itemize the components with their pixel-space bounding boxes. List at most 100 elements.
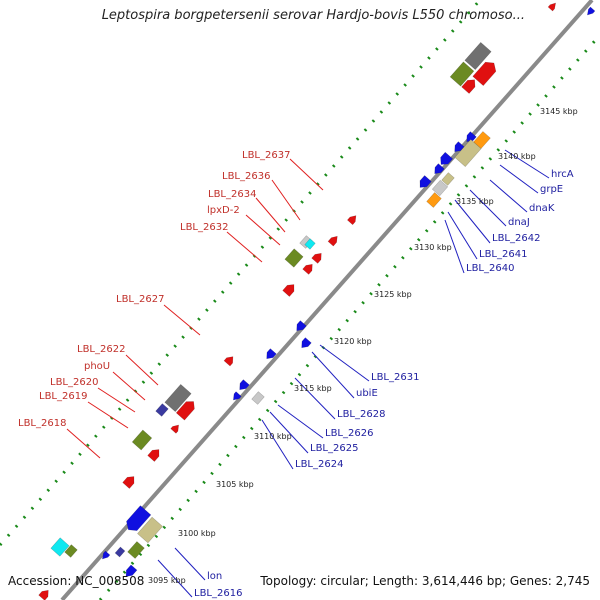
cyan-block-b <box>304 238 316 250</box>
scale-label-3095: 3095 kbp <box>148 576 186 585</box>
forward-gene-12 <box>38 589 49 600</box>
gene-label-lbl-2618: LBL_2618 <box>18 418 66 429</box>
gene-label-lbl-2641: LBL_2641 <box>479 249 527 260</box>
red-leader-line-1 <box>271 179 301 221</box>
scale-label-3135: 3135 kbp <box>456 197 494 206</box>
olive-block-a <box>131 429 153 451</box>
gene-label-phou: phoU <box>84 361 110 372</box>
forward-gene-14 <box>461 79 476 94</box>
forward-gene-1 <box>327 235 338 247</box>
topology-text: Topology: circular; Length: 3,614,446 bp… <box>260 574 590 588</box>
red-leader-line-6 <box>125 354 159 386</box>
forward-gene-8 <box>147 449 160 462</box>
scale-label-3115: 3115 kbp <box>294 384 332 393</box>
forward-gene-15 <box>547 2 556 12</box>
gene-label-lbl-2622: LBL_2622 <box>77 344 125 355</box>
gene-label-lbl-2642: LBL_2642 <box>492 233 540 244</box>
reverse-gene-10 <box>102 550 111 560</box>
forward-gene-6 <box>175 401 195 421</box>
gray-block-a <box>164 384 192 412</box>
blue-leader-line-13 <box>174 547 206 581</box>
inner-tick-track <box>98 34 600 600</box>
gene-label-lbl-2636: LBL_2636 <box>222 171 270 182</box>
scale-label-3125: 3125 kbp <box>374 290 412 299</box>
map-title: Leptospira borgpetersenii serovar Hardjo… <box>101 8 525 23</box>
red-leader-line-7 <box>112 371 146 401</box>
reverse-gene-4 <box>233 391 242 401</box>
red-leader-line-5 <box>163 304 201 336</box>
red-leader-line-3 <box>245 214 281 246</box>
gene-label-lbl-2637: LBL_2637 <box>242 150 290 161</box>
reverse-gene-22 <box>441 172 455 186</box>
gray-block-c <box>464 42 492 70</box>
forward-gene-2 <box>311 252 322 264</box>
scale-label-3105: 3105 kbp <box>216 480 254 489</box>
forward-gene-11 <box>64 544 78 558</box>
blue-leader-line-10 <box>277 404 324 439</box>
accession-text: Accession: NC_008508 <box>8 574 145 588</box>
blue-leader-line-12 <box>261 419 294 470</box>
reverse-gene-17 <box>431 179 449 197</box>
gene-label-lbl-2628: LBL_2628 <box>337 409 385 420</box>
gene-label-lbl-2640: LBL_2640 <box>466 263 514 274</box>
gene-label-lbl-2616: LBL_2616 <box>194 588 242 599</box>
gene-label-lpxd-2: lpxD-2 <box>207 205 240 216</box>
reverse-gene-18 <box>426 192 442 208</box>
reverse-gene-9 <box>114 546 126 558</box>
blue-leader-line-9 <box>294 377 336 420</box>
blue-leader-line-6 <box>444 219 465 274</box>
gene-label-lbl-2624: LBL_2624 <box>295 459 343 470</box>
gene-label-lon: lon <box>207 571 222 582</box>
forward-gene-13 <box>472 61 497 86</box>
blue-leader-line-8 <box>311 351 355 399</box>
blue-leader-line-3 <box>469 189 507 227</box>
scale-label-3120: 3120 kbp <box>334 337 372 346</box>
reverse-gene-19 <box>454 139 482 167</box>
reverse-gene-11 <box>125 564 138 577</box>
reverse-gene-6 <box>126 505 152 531</box>
gene-label-dnak: dnaK <box>529 203 555 214</box>
red-leader-line-8 <box>97 387 136 413</box>
gene-label-lbl-2620: LBL_2620 <box>50 377 98 388</box>
gene-label-lbl-2619: LBL_2619 <box>39 391 87 402</box>
blue-leader-line-0 <box>504 149 550 179</box>
blue-leader-line-11 <box>269 411 309 454</box>
blue-leader-line-5 <box>447 211 478 260</box>
gene-label-lbl-2627: LBL_2627 <box>116 294 164 305</box>
blue-leader-line-7 <box>319 344 370 382</box>
gene-label-lbl-2631: LBL_2631 <box>371 372 419 383</box>
blue-leader-line-1 <box>499 164 539 194</box>
scale-label-3130: 3130 kbp <box>414 243 452 252</box>
reverse-gene-3 <box>239 379 250 391</box>
red-leader-line-0 <box>289 158 324 191</box>
red-leader-line-10 <box>66 428 101 459</box>
reverse-gene-1 <box>301 337 312 349</box>
forward-gene-0 <box>347 215 357 226</box>
reverse-gene-0 <box>296 320 307 332</box>
gene-label-hrca: hrcA <box>551 169 574 180</box>
gene-label-ubie: ubiE <box>356 388 378 399</box>
reverse-gene-14 <box>440 151 454 165</box>
gene-label-lbl-2626: LBL_2626 <box>325 428 373 439</box>
reverse-gene-8 <box>127 541 145 559</box>
reverse-gene-21 <box>587 6 596 16</box>
scale-label-3145: 3145 kbp <box>540 107 578 116</box>
scale-label-3100: 3100 kbp <box>178 529 216 538</box>
reverse-gene-7 <box>137 516 163 544</box>
reverse-gene-15 <box>434 163 445 175</box>
chromosome-backbone <box>60 0 594 600</box>
blue-leader-line-2 <box>489 179 528 213</box>
reverse-gene-20 <box>473 131 491 149</box>
forward-gene-3 <box>302 263 313 275</box>
reverse-gene-2 <box>266 348 277 360</box>
reverse-gene-13 <box>454 141 465 153</box>
scale-label-3110: 3110 kbp <box>254 432 292 441</box>
reverse-gene-16 <box>419 175 432 188</box>
gene-label-grpe: grpE <box>540 184 563 195</box>
red-leader-line-9 <box>87 401 129 429</box>
gene-label-lbl-2634: LBL_2634 <box>208 189 256 200</box>
red-leader-line-4 <box>226 231 263 263</box>
outer-tick-track <box>0 0 482 546</box>
